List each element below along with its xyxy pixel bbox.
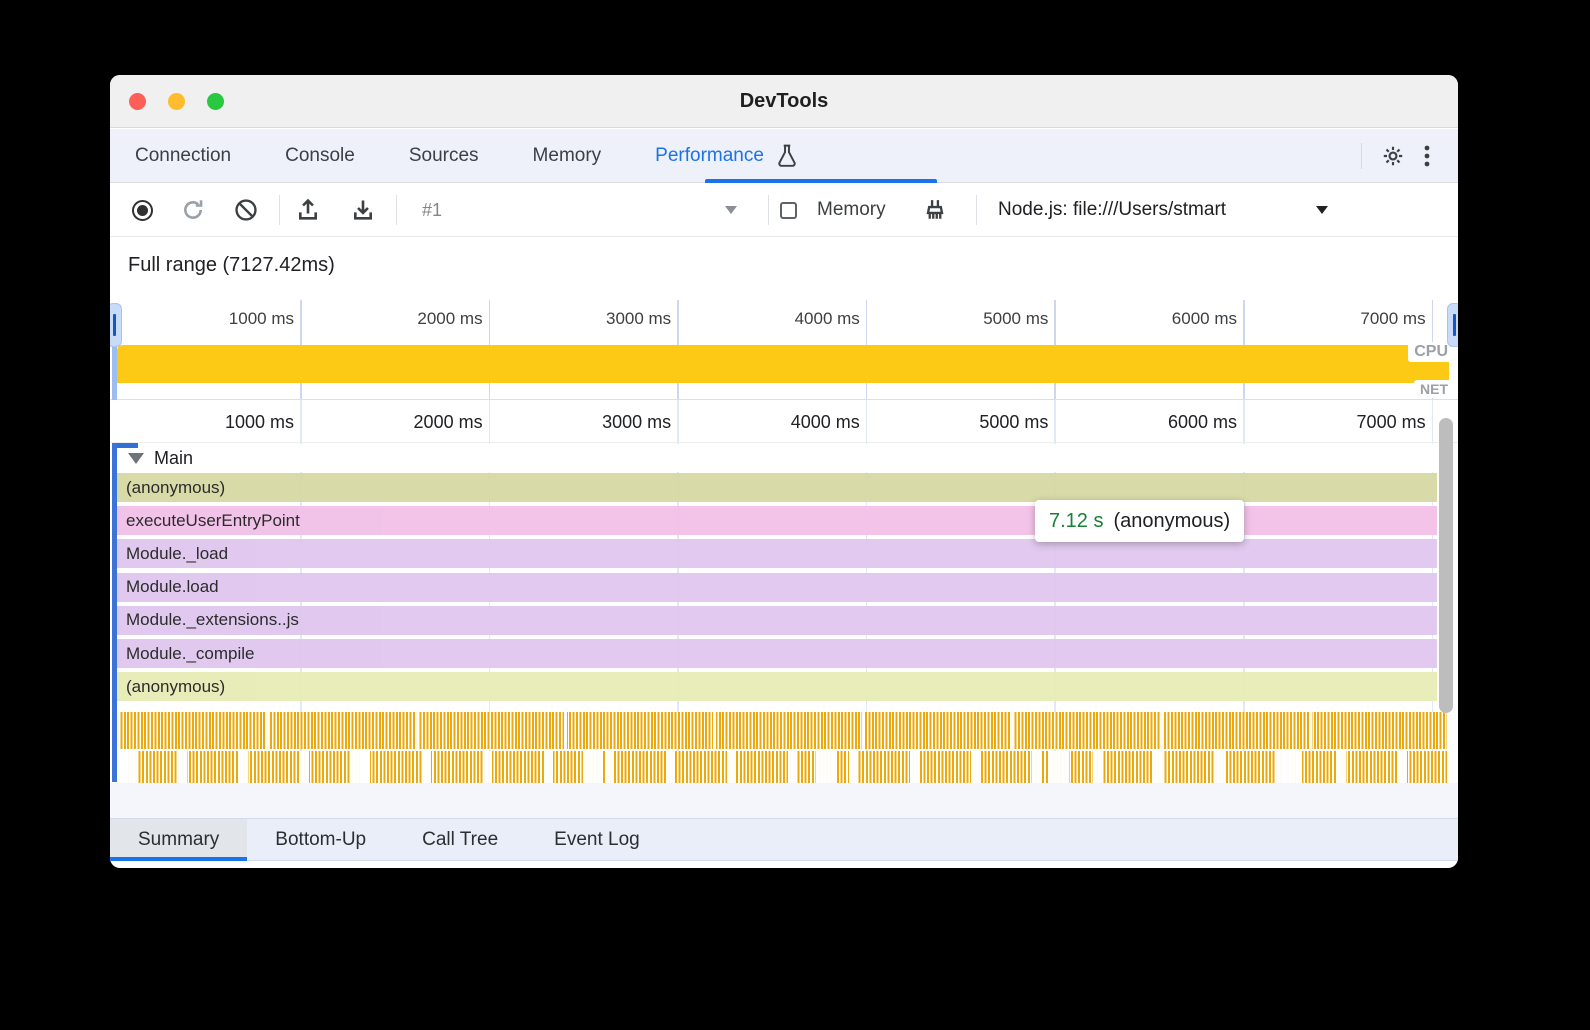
range-handle-left[interactable] [110, 303, 122, 347]
tab-summary[interactable]: Summary [110, 819, 248, 861]
window-title: DevTools [739, 90, 829, 112]
ruler-tick-label: 7000 ms [1360, 309, 1426, 328]
ruler-tick-label: 5000 ms [979, 412, 1049, 432]
zoom-window-button[interactable] [207, 93, 224, 110]
flame-bar[interactable]: (anonymous) [117, 473, 1437, 502]
divider [976, 195, 977, 225]
cpu-activity-band [117, 345, 1413, 383]
panel-tab-bar: Connection Console Sources Memory Perfor… [110, 129, 1458, 183]
devtools-window: DevTools Connection Console Sources Memo… [110, 75, 1458, 868]
save-profile-icon[interactable] [346, 193, 380, 227]
ruler-tick-label: 2000 ms [417, 309, 483, 328]
flame-bar[interactable]: Module._compile [117, 639, 1437, 668]
tab-bottom-up[interactable]: Bottom-Up [275, 828, 367, 850]
full-range-label: Full range (7127.42ms) [128, 254, 335, 276]
divider [279, 195, 280, 225]
vertical-scrollbar[interactable] [1439, 418, 1453, 713]
flame-chart[interactable]: 1000 ms 2000 ms 3000 ms 4000 ms 5000 ms 6000 … [110, 400, 1458, 818]
ruler-tick-label: 1000 ms [224, 412, 294, 432]
flame-bar[interactable]: Module._load [117, 539, 1437, 569]
flame-bar[interactable]: Module.load [117, 572, 1437, 602]
ruler-tick-label: 1000 ms [228, 309, 294, 328]
divider [396, 195, 397, 225]
ruler-tick-label: 3000 ms [605, 309, 672, 328]
ruler-tick-label: 2000 ms [413, 412, 483, 432]
ruler-tick-label: 6000 ms [1171, 309, 1237, 328]
micro-task-band-2[interactable] [117, 751, 1447, 783]
tab-memory[interactable]: Memory [532, 144, 602, 166]
divider [1361, 142, 1362, 169]
tab-connection[interactable]: Connection [135, 144, 232, 166]
ruler-tick-label: 5000 ms [983, 309, 1049, 328]
micro-task-band-1[interactable] [117, 712, 1447, 749]
cpu-activity-band-tail [1413, 358, 1449, 383]
ruler-tick-label: 4000 ms [790, 412, 860, 432]
reload-and-record-icon[interactable] [176, 193, 210, 227]
memory-checkbox-label[interactable]: Memory [817, 199, 886, 220]
detail-tab-bar: Summary Bottom-Up Call Tree Event Log [110, 818, 1458, 861]
tab-console[interactable]: Console [285, 144, 355, 166]
memory-checkbox[interactable] [780, 201, 797, 219]
settings-gear-icon[interactable] [1376, 139, 1410, 173]
ruler-tick-label: 6000 ms [1167, 412, 1237, 432]
tooltip-name: (anonymous) [1113, 509, 1231, 532]
garbage-collect-broom-icon[interactable] [918, 193, 952, 227]
full-range-section: Full range (7127.42ms) [110, 238, 1458, 300]
tab-call-tree[interactable]: Call Tree [422, 828, 499, 850]
range-left-edge [112, 345, 117, 400]
track-focus-edge [112, 443, 117, 782]
range-handle-right[interactable] [1447, 303, 1458, 347]
experiment-flask-icon [776, 144, 798, 168]
cpu-chip-label: CPU [1408, 342, 1454, 362]
ruler-tick-label: 4000 ms [794, 309, 860, 328]
flame-bar[interactable]: (anonymous) [117, 672, 1437, 702]
tab-sources[interactable]: Sources [408, 144, 479, 166]
overview-ruler: 1000 ms 2000 ms 3000 ms 4000 ms 5000 ms 6000 … [110, 300, 1458, 345]
main-track-header[interactable]: Main [110, 444, 1458, 472]
divider [768, 195, 769, 225]
collapse-triangle-icon[interactable] [128, 452, 144, 464]
timeline-overview[interactable]: 1000 ms 2000 ms 3000 ms 4000 ms 5000 ms 6000 … [110, 300, 1458, 400]
tab-event-log[interactable]: Event Log [554, 828, 640, 850]
clear-icon[interactable] [229, 193, 263, 227]
performance-toolbar: #1 Memory Node.js: file:///Users/stmart [110, 184, 1458, 237]
title-bar: DevTools [110, 75, 1458, 128]
load-profile-icon[interactable] [291, 193, 325, 227]
flame-ruler: 1000 ms 2000 ms 3000 ms 4000 ms 5000 ms 6000 … [110, 400, 1458, 443]
record-button[interactable] [127, 195, 157, 225]
minimize-window-button[interactable] [168, 93, 185, 110]
flame-bar[interactable]: Module._extensions..js [117, 605, 1437, 635]
flame-tooltip: 7.12 s (anonymous) [1035, 500, 1245, 542]
net-chip-label: NET [1414, 380, 1454, 398]
history-selector[interactable]: #1 [422, 199, 443, 220]
close-window-button[interactable] [129, 93, 146, 110]
tooltip-duration: 7.12 s [1049, 509, 1104, 532]
target-selector[interactable]: Node.js: file:///Users/stmart [998, 199, 1227, 220]
ruler-tick-label: 3000 ms [602, 412, 672, 432]
history-dropdown-caret-icon[interactable] [725, 206, 737, 214]
target-dropdown-caret-icon[interactable] [1316, 206, 1328, 214]
track-focus-corner [112, 443, 138, 448]
ruler-tick-label: 7000 ms [1356, 412, 1426, 432]
active-tab-indicator [705, 179, 937, 183]
flame-chart-footer-area [110, 783, 1458, 818]
tab-performance[interactable]: Performance [628, 129, 825, 182]
more-options-icon[interactable] [1410, 139, 1444, 173]
